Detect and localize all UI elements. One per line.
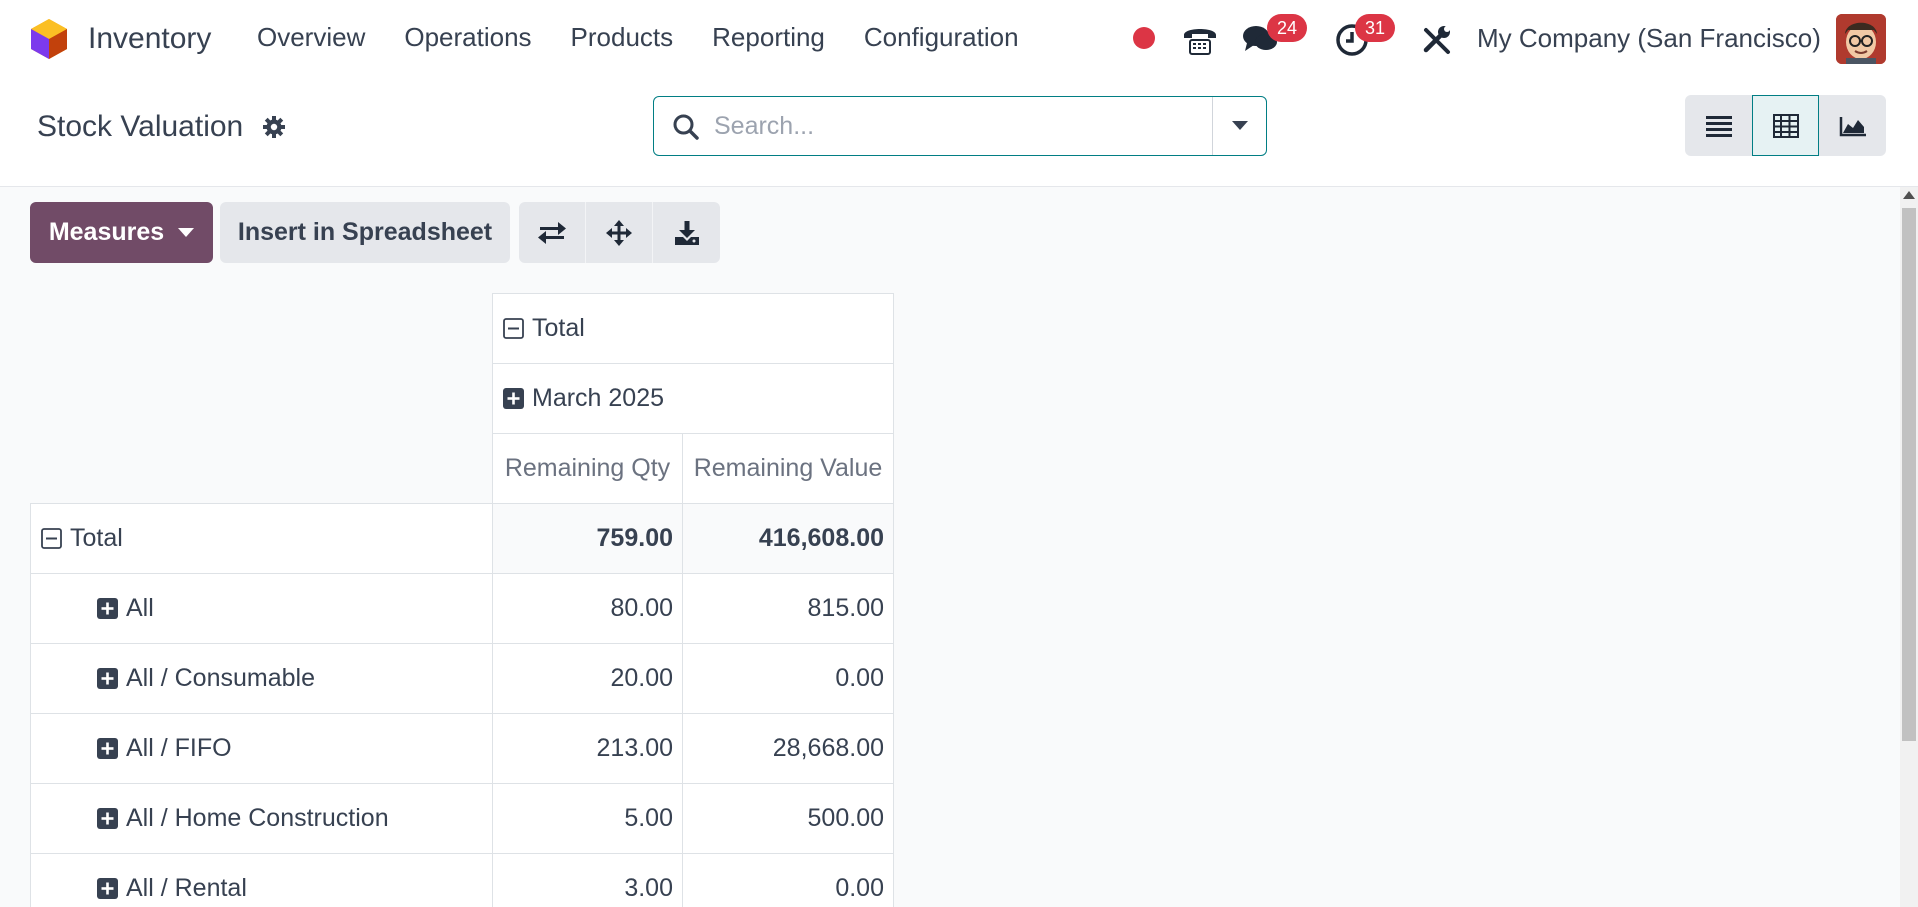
search-input[interactable] <box>714 107 1254 145</box>
row-header-category[interactable]: All / Home Construction <box>30 783 493 854</box>
view-switcher <box>1685 95 1886 156</box>
page-title: Stock Valuation <box>37 110 244 143</box>
menu-products[interactable]: Products <box>570 22 674 52</box>
total-value-cell[interactable]: 416,608.00 <box>682 503 894 574</box>
table-icon <box>1772 113 1799 138</box>
flip-axis-button[interactable] <box>519 202 586 263</box>
company-switcher[interactable]: My Company (San Francisco) <box>1477 23 1821 53</box>
col-header-total-label: Total <box>532 314 585 342</box>
plus-square-icon <box>97 878 118 899</box>
recording-indicator-icon[interactable] <box>1133 27 1155 49</box>
gear-icon[interactable] <box>262 115 286 144</box>
main-menu: Overview Operations Products Reporting C… <box>257 22 1058 53</box>
plus-square-icon <box>97 738 118 759</box>
value-cell[interactable]: 28,668.00 <box>682 713 894 784</box>
value-cell[interactable]: 500.00 <box>682 783 894 854</box>
qty-cell[interactable]: 213.00 <box>492 713 683 784</box>
arrows-move-icon <box>606 219 632 246</box>
download-button[interactable] <box>653 202 720 263</box>
pivot-view-button[interactable] <box>1752 95 1819 156</box>
top-navbar: Inventory Overview Operations Products R… <box>0 0 1918 80</box>
tools-icon[interactable] <box>1418 20 1458 60</box>
pivot-actions <box>519 202 720 263</box>
user-avatar[interactable] <box>1836 14 1886 64</box>
qty-cell[interactable]: 80.00 <box>492 573 683 644</box>
menu-reporting[interactable]: Reporting <box>712 22 825 52</box>
col-header-total[interactable]: Total <box>492 293 894 364</box>
row-header-total-label: Total <box>70 524 123 552</box>
scroll-up-arrow-icon[interactable] <box>1903 191 1915 199</box>
app-name[interactable]: Inventory <box>88 22 212 55</box>
exchange-icon <box>538 221 566 244</box>
plus-square-icon <box>97 808 118 829</box>
pivot-toolbar: Measures Insert in Spreadsheet <box>30 202 720 263</box>
row-header-category[interactable]: All / Rental <box>30 853 493 907</box>
list-icon <box>1705 115 1732 137</box>
row-header-total[interactable]: Total <box>30 503 493 574</box>
value-cell[interactable]: 815.00 <box>682 573 894 644</box>
col-header-period-label: March 2025 <box>532 384 665 412</box>
caret-down-icon <box>178 227 195 237</box>
activities-badge: 31 <box>1355 14 1395 42</box>
row-header-label: All / FIFO <box>126 734 232 762</box>
messages-badge: 24 <box>1267 14 1307 42</box>
measure-header-value[interactable]: Remaining Value <box>682 433 894 504</box>
insert-in-spreadsheet-button[interactable]: Insert in Spreadsheet <box>220 202 510 263</box>
download-icon <box>674 220 699 245</box>
minus-square-icon <box>41 528 62 549</box>
row-header-label: All / Home Construction <box>126 804 389 832</box>
expand-all-button[interactable] <box>586 202 653 263</box>
row-header-label: All <box>126 594 154 622</box>
row-header-category[interactable]: All / FIFO <box>30 713 493 784</box>
scrollbar-thumb[interactable] <box>1902 208 1916 741</box>
minus-square-icon <box>503 318 524 339</box>
row-header-category[interactable]: All / Consumable <box>30 643 493 714</box>
measures-button[interactable]: Measures <box>30 202 213 263</box>
row-header-label: All / Consumable <box>126 664 315 692</box>
search-options-toggle[interactable] <box>1212 97 1266 155</box>
value-cell[interactable]: 0.00 <box>682 853 894 907</box>
menu-overview[interactable]: Overview <box>257 22 366 52</box>
col-header-period[interactable]: March 2025 <box>492 363 894 434</box>
inventory-app-icon[interactable] <box>30 18 68 60</box>
search-bar <box>653 96 1267 156</box>
measures-label: Measures <box>48 218 165 246</box>
phone-icon[interactable] <box>1180 20 1220 60</box>
list-view-button[interactable] <box>1685 95 1752 156</box>
graph-view-button[interactable] <box>1819 95 1886 156</box>
row-header-label: All / Rental <box>126 874 247 902</box>
area-chart-icon <box>1839 116 1866 136</box>
qty-cell[interactable]: 3.00 <box>492 853 683 907</box>
plus-square-icon <box>97 598 118 619</box>
qty-cell[interactable]: 5.00 <box>492 783 683 854</box>
menu-configuration[interactable]: Configuration <box>863 22 1019 52</box>
value-cell[interactable]: 0.00 <box>682 643 894 714</box>
measure-header-qty[interactable]: Remaining Qty <box>492 433 683 504</box>
total-qty-cell[interactable]: 759.00 <box>492 503 683 574</box>
menu-operations[interactable]: Operations <box>404 22 532 52</box>
plus-square-icon <box>97 668 118 689</box>
plus-square-icon <box>503 388 524 409</box>
search-icon <box>672 113 700 146</box>
row-header-category[interactable]: All <box>30 573 493 644</box>
caret-down-icon <box>1231 121 1248 130</box>
control-panel: Stock Valuation <box>0 80 1918 187</box>
qty-cell[interactable]: 20.00 <box>492 643 683 714</box>
